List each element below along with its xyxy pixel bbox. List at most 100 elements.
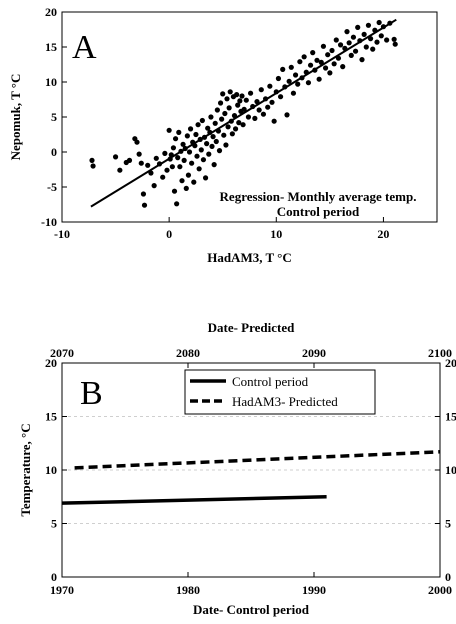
panel-b-x-tick-label: 1970 [50,583,74,597]
panel-b-top-axis-title: Date- Predicted [208,320,296,335]
panel-a-data-point [348,52,354,59]
panel-a-data-point [208,114,214,120]
panel-a-data-point [175,155,181,161]
panel-a-data-point [359,57,365,63]
panel-a-data-point [292,72,299,78]
panel-a-data-point [185,172,192,178]
panel-a-data-point [277,94,284,100]
panel-a-data-point [290,90,297,96]
panel-a-data-point [206,151,212,157]
panel-a-data-point [252,115,258,121]
panel-a-data-point [89,157,95,163]
panel-b-y-axis-label: Temperature, °C [18,423,33,516]
panel-a-data-point [337,42,344,48]
panel-a-data-point [184,133,190,139]
panel-a-data-point [223,142,229,148]
panel-a-data-point [194,153,200,159]
panel-b-y-tick-label: 0 [51,570,57,584]
panel-a-data-point [239,93,245,99]
panel-a-data-point [179,178,185,184]
panel-a-data-point [90,163,96,169]
panel-a-data-point [187,126,194,132]
panel-a-data-point [162,150,168,156]
panel-b-top-x-tick-label: 2100 [428,346,452,360]
panel-a-data-point [117,167,123,173]
panel-b-right-y-tick-label: 5 [445,517,451,531]
panel-a-data-point [151,183,157,189]
panel-a-data-point [166,127,172,133]
panel-b-legend-box [184,369,376,415]
panel-a-x-axis-label: HadAM3, T °C [207,250,292,265]
panel-a-data-point [145,162,151,168]
panel-a-data-point [220,91,226,97]
panel-a-data-point [196,166,202,172]
panel-b-legend-label: Control period [232,374,309,389]
panel-a-y-tick-label: 5 [51,110,57,124]
panel-b-control-period-line [61,495,327,505]
panel-a-data-point [295,81,301,87]
panel-a-data-point [310,50,316,56]
panel-a-y-tick-label: -5 [47,180,57,194]
panel-a-data-point [214,107,220,113]
panel-a-data-point [183,185,189,191]
panel-a-data-point [355,24,361,30]
panel-a-data-point [305,80,312,86]
panel-a-data-point [316,76,322,82]
panel-a-data-point [265,104,271,110]
panel-a-label: A [72,29,97,66]
panel-a-data-point [180,141,186,147]
panel-a-data-point [391,36,397,42]
panel-a-data-point [200,157,207,163]
panel-a-data-point [202,175,209,181]
panel-a-data-point [226,105,232,111]
panel-a-data-point [235,102,241,108]
panel-a-data-point [198,147,204,153]
panel-a-data-point [333,37,339,43]
panel-a-data-point [172,136,179,142]
panel-a-data-point [384,37,390,43]
panel-a-data-point [140,191,147,197]
panel-a-data-point [374,39,380,45]
panel-a-data-point [275,75,282,82]
panel-a-data-point [280,66,286,72]
panel-a-y-axis: -10 -5 0 5 10 15 20 [41,5,67,229]
panel-a-data-point [217,100,224,106]
panel-b-top-x-tick-label: 2080 [176,346,200,360]
panel-b-top-x-axis: 2070 2080 2090 2100 [50,346,452,368]
panel-b-gridlines [62,416,440,524]
panel-a-data-point [340,64,346,70]
panel-a-data-point [174,201,180,207]
panel-a-annotation-line-2: Control period [277,204,360,219]
panel-a-data-point [209,143,215,149]
panel-a-data-point [227,89,233,95]
panel-a-y-tick-label: -10 [41,215,57,229]
panel-a-data-point [224,96,230,102]
panel-a-data-point [170,145,177,151]
panel-a-x-tick-label: -10 [54,227,70,241]
panel-a-data-point [363,44,369,50]
panel-b-legend: Control period HadAM3- Predicted [184,369,376,415]
panel-b-right-y-tick-label: 0 [445,570,451,584]
panel-b-y-tick-label: 5 [51,517,57,531]
panel-a-data-point [216,148,223,154]
panel-a-data-point [189,160,195,166]
panel-b-y-tick-label: 20 [45,356,57,370]
panel-a-data-point [240,122,246,128]
panel-a-data-point [247,90,254,96]
panel-a-data-point [327,70,333,76]
panel-a-data-point [258,87,264,93]
panel-a-data-point [245,114,252,120]
panel-b-right-y-tick-label: 20 [445,356,456,370]
panel-b-series-lines [61,450,441,505]
panel-a-data-point [169,164,175,170]
panel-a-data-point [134,139,140,145]
panel-a-x-tick-label: 0 [166,227,172,241]
panel-a-data-point [199,117,205,124]
panel-a-data-point [260,111,267,117]
panel-a-data-point [153,155,159,161]
panel-a-data-point [177,164,183,170]
panel-a-data-point [392,41,398,47]
panel-a-data-point [370,46,376,52]
panel-a-data-point [232,126,239,132]
panel-a-data-point [160,174,166,180]
